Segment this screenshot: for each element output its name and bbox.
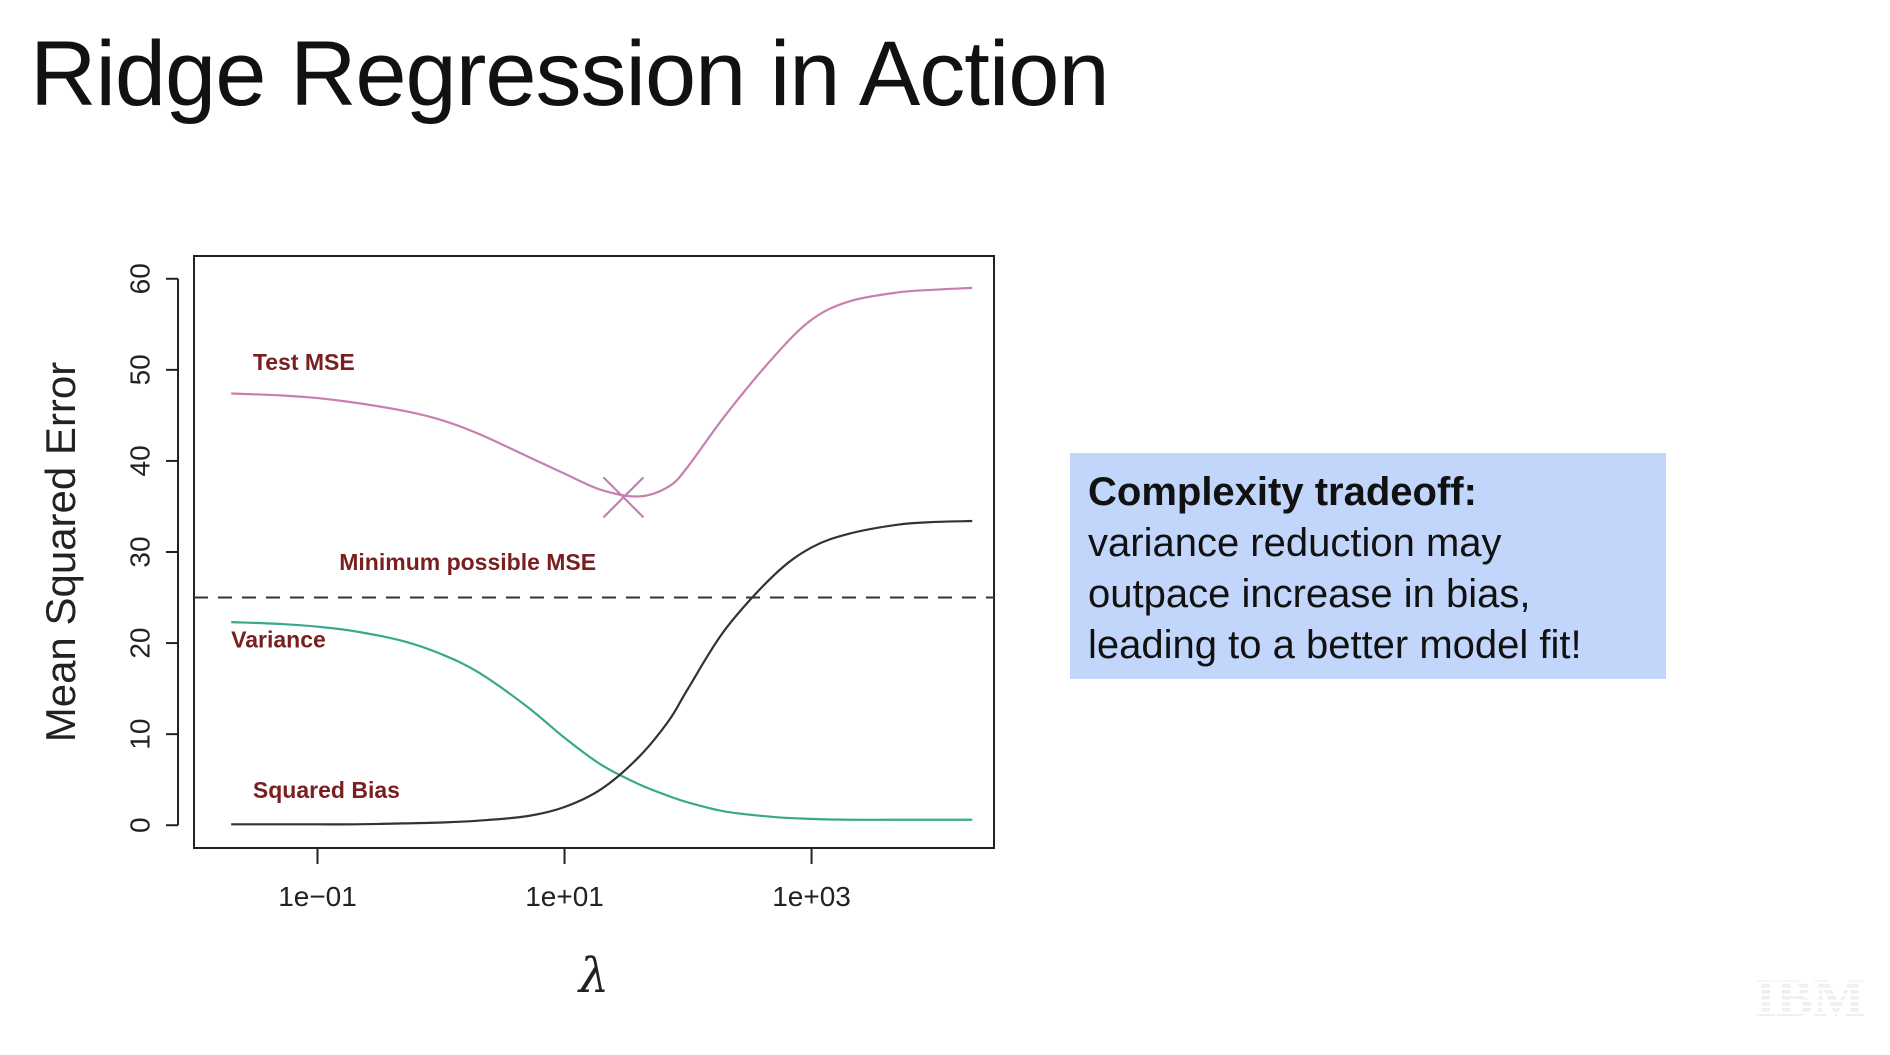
callout-heading: Complexity tradeoff: bbox=[1088, 470, 1477, 514]
annotation-test-mse: Test MSE bbox=[253, 349, 355, 375]
y-tick-label: 10 bbox=[125, 719, 156, 750]
min-test-mse-marker bbox=[602, 476, 645, 519]
logo-text: IBM bbox=[1755, 972, 1865, 1020]
y-tick-label: 60 bbox=[125, 263, 156, 294]
y-tick-label: 50 bbox=[125, 354, 156, 385]
series-line-test-mse bbox=[231, 286, 973, 498]
complexity-tradeoff-callout: Complexity tradeoff: variance reduction … bbox=[1070, 453, 1666, 679]
annotation-variance: Variance bbox=[231, 627, 326, 653]
axes: 0 10 20 30 40 50 60 1e−01 1e+01 1e+03 bbox=[125, 263, 851, 912]
series-line-squared-bias bbox=[231, 519, 973, 826]
callout-line: outpace increase in bias, bbox=[1088, 572, 1531, 616]
y-tick-label: 0 bbox=[125, 817, 156, 833]
x-tick-label: 1e−01 bbox=[278, 881, 357, 912]
callout-line: leading to a better model fit! bbox=[1088, 623, 1582, 667]
ibm-logo-icon: IBM bbox=[1754, 968, 1866, 1028]
y-tick-label: 20 bbox=[125, 627, 156, 658]
series-line-variance bbox=[231, 621, 973, 821]
callout-line: variance reduction may bbox=[1088, 521, 1502, 565]
series-lines bbox=[194, 286, 994, 826]
slide-title: Ridge Regression in Action bbox=[30, 23, 1110, 125]
annotation-squared-bias: Squared Bias bbox=[253, 777, 400, 803]
y-tick-label: 30 bbox=[125, 536, 156, 567]
x-axis-label: λ bbox=[577, 948, 609, 1004]
y-axis-label: Mean Squared Error bbox=[37, 362, 84, 743]
marker-stroke bbox=[602, 476, 645, 519]
x-tick-label: 1e+03 bbox=[772, 881, 851, 912]
y-tick-label: 40 bbox=[125, 445, 156, 476]
annotations: Test MSE Minimum possible MSE Variance Squa… bbox=[231, 349, 596, 803]
x-tick-label: 1e+01 bbox=[525, 881, 604, 912]
annotation-minimum-possible-mse: Minimum possible MSE bbox=[339, 549, 596, 575]
